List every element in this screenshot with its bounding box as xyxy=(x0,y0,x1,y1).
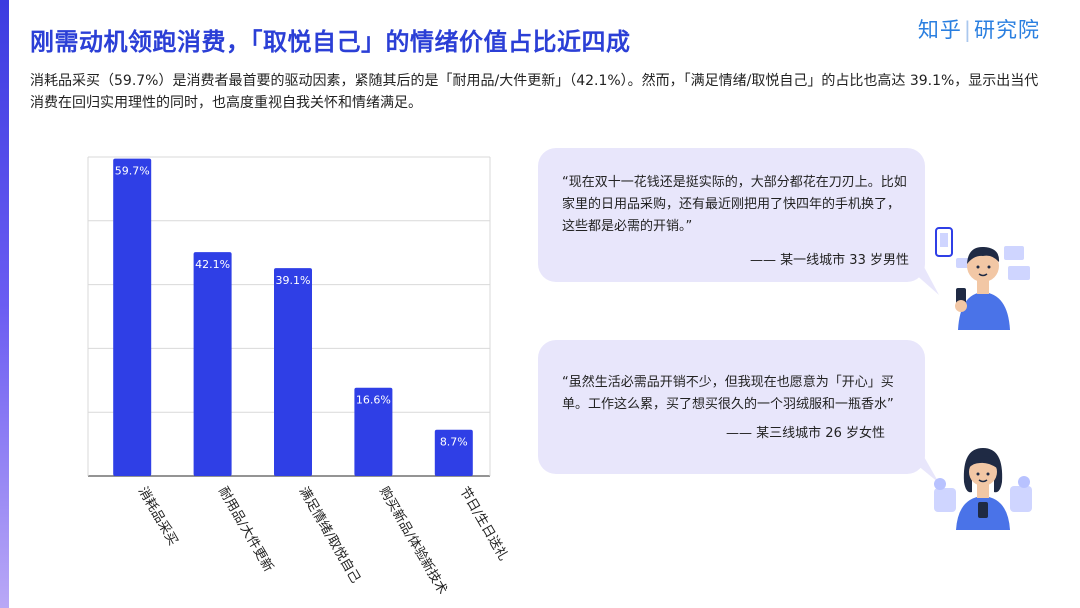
category-label: 消耗品采买 xyxy=(135,485,180,549)
bar xyxy=(193,252,232,476)
quote-attribution-1: —— 某一线城市 33 岁男性 xyxy=(750,253,909,268)
brand-right: 研究院 xyxy=(974,18,1040,42)
accent-bar xyxy=(0,0,9,608)
quote-text-2: “虽然生活必需品开销不少，但我现在也愿意为「开心」买单。工作这么累，买了想买很久… xyxy=(562,375,894,412)
category-label: 购买新品/体验新技术 xyxy=(376,484,451,597)
quote-attribution-2: —— 某三线城市 26 岁女性 xyxy=(726,426,885,441)
bar-value-label: 59.7% xyxy=(115,165,150,178)
screen-icon xyxy=(1004,246,1024,260)
quote-text-1: “现在双十一花钱还是挺实际的，大部分都花在刀刃上。比如家里的日用品采购，还有最近… xyxy=(562,175,907,234)
bar-value-label: 16.6% xyxy=(356,394,391,407)
page-subtitle: 消耗品采买（59.7%）是消费者最首要的驱动因素，紧随其后的是「耐用品/大件更新… xyxy=(30,73,1039,111)
bar-value-label: 42.1% xyxy=(195,258,230,271)
quote-tail-1 xyxy=(905,265,939,295)
page-title: 刚需动机领跑消费，「取悦自己」的情绪价值占比近四成 xyxy=(30,28,631,56)
bar-value-label: 8.7% xyxy=(440,436,468,449)
quote-tail-2 xyxy=(905,455,939,483)
category-label: 耐用品/大件更新 xyxy=(215,484,277,575)
category-label: 满足情绪/取悦自己 xyxy=(296,485,363,586)
bar xyxy=(274,268,312,476)
bar-value-label: 39.1% xyxy=(276,274,311,287)
brand-separator: | xyxy=(963,18,972,42)
brand-logo: 知乎|研究院 xyxy=(918,14,1040,44)
bag-icon xyxy=(934,488,956,512)
bar xyxy=(434,429,473,476)
bar xyxy=(113,158,152,476)
woman-shopping-illustration xyxy=(934,448,1032,530)
man-with-phone-illustration xyxy=(935,227,1030,330)
quote-bubble-2: “虽然生活必需品开销不少，但我现在也愿意为「开心」买单。工作这么累，买了想买很久… xyxy=(538,340,925,474)
quote-bubble-1: “现在双十一花钱还是挺实际的，大部分都花在刀刃上。比如家里的日用品采购，还有最近… xyxy=(538,148,925,282)
brand-left: 知乎 xyxy=(917,18,962,42)
bar xyxy=(354,387,393,476)
category-label: 节日/生日送礼 xyxy=(456,484,511,563)
